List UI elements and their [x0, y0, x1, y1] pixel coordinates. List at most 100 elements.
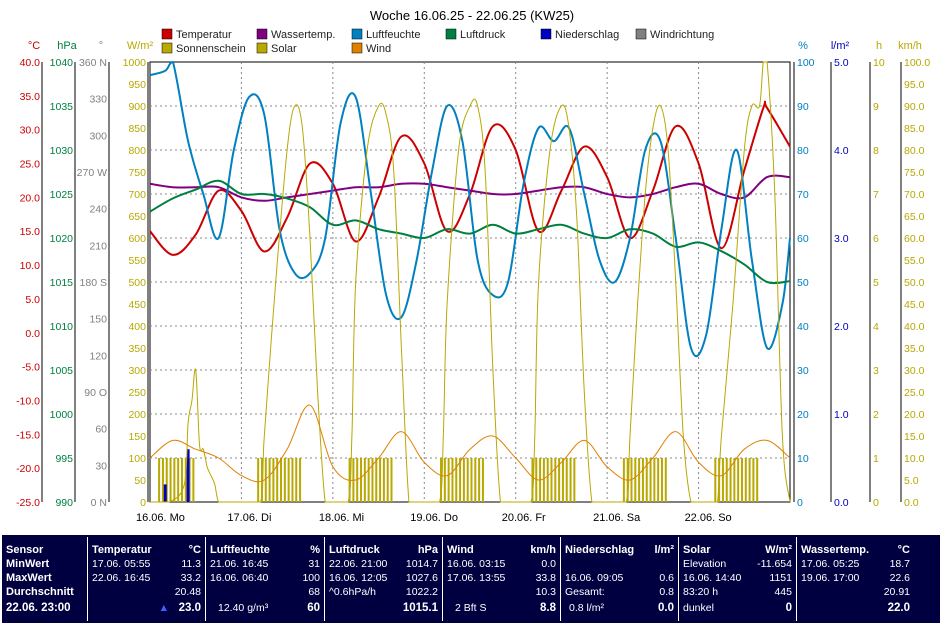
axis-tick-label: 70.0	[904, 189, 925, 201]
rain-now-value: 0.0	[658, 602, 674, 614]
x-tick-label: 18.06. Mi	[319, 512, 364, 524]
axis-tick-label: 40.0	[20, 57, 41, 69]
series-wind	[149, 404, 791, 483]
axis-tick-label: 400	[128, 321, 146, 333]
legend-swatch	[540, 28, 552, 40]
sunshine-bar	[733, 458, 736, 502]
axis-tick-label: 60.0	[904, 233, 925, 245]
axis-tick-label: 700	[128, 189, 146, 201]
rain-unit: l/m²	[654, 544, 674, 556]
rain-bar	[163, 484, 167, 502]
series-lines	[149, 60, 791, 503]
temp-max-time: 22.06. 16:45	[92, 572, 151, 584]
axis-tick-label: 90	[797, 101, 809, 113]
sunshine-bar	[386, 458, 389, 502]
legend-swatch	[256, 42, 268, 54]
hum-max-value: 100	[302, 572, 320, 584]
axis-tick-label: 270 W	[77, 167, 107, 179]
legend-label: Wind	[366, 43, 391, 55]
series-luftdruck	[149, 179, 791, 285]
legend-label: Sonnenschein	[176, 43, 246, 55]
axis-tick-label: 600	[128, 233, 146, 245]
axis-unit: °C	[28, 40, 40, 52]
sunshine-bar	[440, 458, 443, 502]
sunshine-bar	[173, 458, 176, 502]
axis-tick-label: 3	[873, 365, 879, 377]
axis-tick-label: 8	[873, 145, 879, 157]
legend-swatch	[161, 42, 173, 54]
axis-tick-label: 9	[873, 101, 879, 113]
x-tick-label: 21.06. Sa	[593, 512, 641, 524]
sunshine-bar	[379, 458, 382, 502]
legend-swatch	[161, 28, 173, 40]
sunshine-bar	[375, 458, 378, 502]
col-temperatur: Temperatur °C 17.06. 05:55 11.3 22.06. 16:…	[88, 537, 206, 621]
wind-min-value: 0.0	[541, 558, 556, 570]
col-niederschlag: Niederschlag l/m² 16.06. 09:05 0.6 Gesamt:…	[561, 537, 679, 621]
series-luftfeuchte	[149, 60, 791, 358]
sunshine-bar	[260, 458, 263, 502]
wind-max-value: 33.8	[535, 572, 556, 584]
water-min-time: 17.06. 05:25	[801, 558, 860, 570]
axis-tick-label: 250	[128, 387, 146, 399]
sunshine-bar	[283, 458, 286, 502]
rain-max-time: 16.06. 09:05	[565, 572, 624, 584]
axis-tick-label: -15.0	[16, 429, 40, 441]
sunshine-bar	[561, 458, 564, 502]
sunshine-bar	[573, 458, 576, 502]
axis-tick-label: 65.0	[904, 211, 925, 223]
water-now-value: 22.0	[887, 602, 910, 614]
x-tick-label: 16.06. Mo	[136, 512, 185, 524]
axis-tick-label: 5.0	[25, 294, 40, 306]
axis-tick-label: 5	[873, 277, 879, 289]
axis-tick-label: 5.0	[904, 475, 919, 487]
sunshine-bar	[554, 458, 557, 502]
sunshine-bar	[634, 458, 637, 502]
axis-tick-label: 80	[797, 145, 809, 157]
solar-hours: 83:20 h	[683, 586, 719, 598]
axis-tick-label: 1040	[50, 57, 74, 69]
sunshine-bar	[165, 458, 168, 502]
sunshine-bar	[470, 458, 473, 502]
series-solar	[150, 61, 791, 503]
legend-label: Temperatur	[176, 29, 232, 41]
hum-now-value: 60	[307, 602, 320, 614]
axis-tick-label: 5.0	[834, 57, 849, 69]
solar-unit: W/m²	[765, 544, 792, 556]
axis-tick-label: 1025	[50, 189, 74, 201]
solar-elev-value: -11.654	[757, 558, 792, 570]
solar-state: dunkel	[683, 602, 714, 614]
axis-tick-label: 1030	[50, 145, 74, 157]
axis-tick-label: 500	[128, 277, 146, 289]
axis-tick-label: 7	[873, 189, 879, 201]
sunshine-bar	[546, 458, 549, 502]
sunshine-bar	[192, 458, 195, 502]
sunshine-bar	[291, 458, 294, 502]
solar-elev-label: Elevation	[683, 558, 727, 570]
sunshine-bar	[558, 458, 561, 502]
x-axis-ticks: 16.06. Mo 17.06. Di 18.06. Mi 19.06. Do 20.0…	[136, 512, 732, 524]
axis-tick-label: 100	[797, 57, 815, 69]
col-wassertemp: Wassertemp. °C 17.06. 05:25 18.7 19.06. 17…	[797, 537, 914, 621]
legend-label: Luftdruck	[460, 29, 506, 41]
axis-tick-label: 40	[797, 321, 809, 333]
sunshine-bar	[721, 458, 724, 502]
axis-tick-label: 50	[134, 475, 146, 487]
sunshine-bar	[280, 458, 283, 502]
sunshine-bar	[268, 458, 271, 502]
axis-tick-label: 70	[797, 189, 809, 201]
sunshine-bar	[714, 458, 717, 502]
sunshine-bar	[474, 458, 477, 502]
axis-tick-label: 800	[128, 145, 146, 157]
temp-min-time: 17.06. 05:55	[92, 558, 151, 570]
sunshine-bar	[748, 458, 751, 502]
solar-avg-value: 445	[774, 586, 792, 598]
axis-tick-label: 650	[128, 211, 146, 223]
sunshine-bar	[664, 458, 667, 502]
legend-label: Niederschlag	[555, 29, 619, 41]
legend-label: Solar	[271, 43, 297, 55]
label-max: MaxWert	[6, 572, 52, 584]
water-unit: °C	[897, 544, 910, 556]
axis-tick-label: 10.0	[20, 260, 41, 272]
axis-tick-label: -20.0	[16, 463, 40, 475]
